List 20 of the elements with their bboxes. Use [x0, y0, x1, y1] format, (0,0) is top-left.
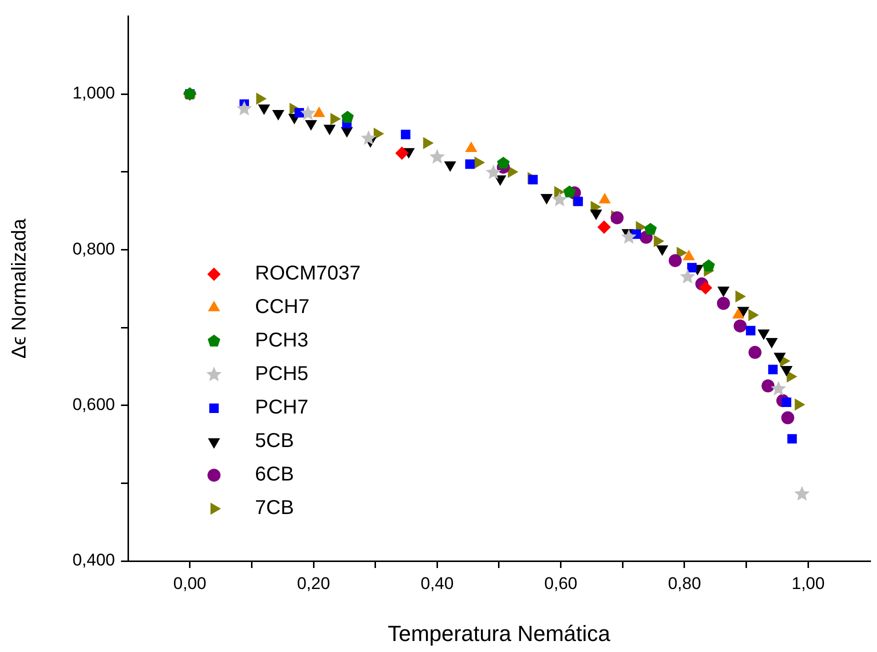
- x-tick-label: 1,00: [792, 574, 825, 593]
- legend-label: 5CB: [255, 430, 294, 452]
- y-axis-title: Δϵ Normalizada: [8, 218, 31, 359]
- legend-label: CCH7: [255, 296, 310, 318]
- y-tick-label: 0,400: [72, 550, 115, 570]
- y-tick-label: 0,800: [72, 239, 115, 258]
- legend-label: PCH5: [255, 363, 308, 386]
- x-tick-label: 0,00: [173, 574, 206, 593]
- x-tick-label: 0,20: [296, 574, 330, 593]
- legend-label: 6CB: [255, 464, 294, 486]
- legend-label: PCH3: [255, 330, 308, 352]
- legend-label: PCH7: [255, 396, 308, 419]
- legend-label: ROCM7037: [255, 262, 361, 285]
- y-tick-label: 0,600: [72, 395, 115, 414]
- y-tick-label: 1,000: [72, 84, 115, 103]
- legend-label: 7CB: [255, 497, 294, 520]
- x-tick-label: 0,80: [668, 574, 702, 593]
- x-tick-label: 0,60: [544, 574, 578, 593]
- x-axis-title: Temperatura Nemática: [388, 620, 612, 646]
- x-tick-label: 0,40: [420, 574, 454, 593]
